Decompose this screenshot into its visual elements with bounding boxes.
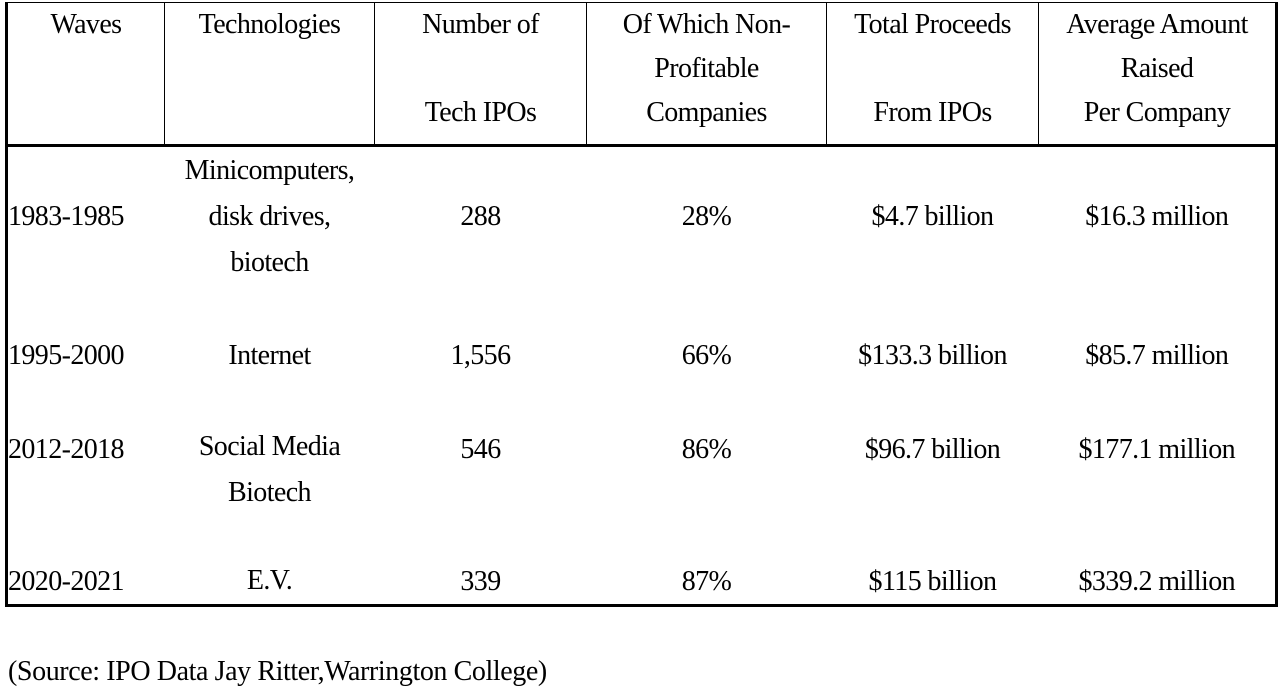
header-technologies-line-1: Technologies xyxy=(198,9,341,40)
header-technologies: Technologies xyxy=(164,2,375,146)
total-proceeds-cell: $115 billion xyxy=(826,515,1039,607)
total-proceeds-cell: $133.3 billion xyxy=(858,339,1007,371)
technologies-line: E.V. xyxy=(246,565,293,596)
header-proceeds-line-3: From IPOs xyxy=(873,97,992,128)
header-number-line-2 xyxy=(376,47,586,91)
technologies-cell: Social Media Biotech xyxy=(165,424,375,516)
header-number-line-1: Number of xyxy=(422,9,539,40)
wave-cell: 1995-2000 xyxy=(5,287,165,424)
header-waves-line-1: Waves xyxy=(50,9,123,40)
header-waves: Waves xyxy=(5,2,165,146)
technologies-line: Internet xyxy=(228,339,311,371)
total-proceeds-cell: $96.7 billion xyxy=(864,433,1001,465)
table-row: 2012-2018 Social Media Biotech 546 86% $… xyxy=(5,423,1278,516)
avg-raised-cell: $16.3 million xyxy=(1038,145,1278,288)
table-row: 2020-2021 E.V. 339 87% $115 billion $339… xyxy=(5,515,1278,607)
header-total-proceeds: Total Proceeds From IPOs xyxy=(826,2,1039,146)
num-ipos-cell: 339 xyxy=(374,515,587,607)
header-average-raised: Average Amount Raised Per Company xyxy=(1038,2,1278,146)
technologies-cell: E.V. xyxy=(164,515,375,607)
wave-cell: 1983-1985 xyxy=(5,145,165,288)
non-profitable-cell: 87% xyxy=(586,515,827,607)
num-ipos-cell: 546 xyxy=(460,433,501,465)
header-average-line-1: Average Amount xyxy=(1066,9,1248,40)
technologies-line: disk drives, xyxy=(208,201,332,233)
technologies-cell: Internet xyxy=(165,288,375,424)
header-proceeds-line-2 xyxy=(828,47,1038,91)
num-ipos-cell: 288 xyxy=(460,201,501,233)
avg-raised-cell: $177.1 million xyxy=(1038,423,1278,516)
non-profitable-cell: 28% xyxy=(681,201,732,233)
header-nonprofit-line-2: Profitable xyxy=(654,53,759,84)
non-profitable-cell: 86% xyxy=(681,433,732,465)
header-nonprofit-line-3: Companies xyxy=(646,97,767,128)
table-row: 1983-1985 Minicomputers, disk drives, bi… xyxy=(5,145,1278,288)
total-proceeds-cell: $4.7 billion xyxy=(871,201,995,233)
header-number-line-3: Tech IPOs xyxy=(424,97,537,128)
technologies-line: Social Media xyxy=(198,430,341,462)
wave-cell: 2020-2021 xyxy=(5,515,165,607)
header-row: Waves Technologies Number of Tech IPOs O… xyxy=(5,2,1278,146)
header-nonprofit-line-1: Of Which Non- xyxy=(622,9,791,40)
technologies-line: Minicomputers, xyxy=(184,155,355,187)
source-note: (Source: IPO Data Jay Ritter,Warrington … xyxy=(8,656,547,687)
non-profitable-cell: 66% xyxy=(681,339,732,371)
table-row: 1995-2000 Internet 1,556 66% $133.3 bill… xyxy=(5,287,1278,424)
num-ipos-cell: 1,556 xyxy=(450,339,511,371)
technologies-cell: Minicomputers, disk drives, biotech xyxy=(165,146,375,288)
header-non-profitable: Of Which Non- Profitable Companies xyxy=(586,2,827,146)
tech-ipo-waves-table: Waves Technologies Number of Tech IPOs O… xyxy=(5,2,1278,607)
header-proceeds-line-1: Total Proceeds xyxy=(854,9,1011,40)
header-average-line-2: Raised xyxy=(1120,53,1194,84)
avg-raised-cell: $339.2 million xyxy=(1038,515,1278,607)
technologies-line: Biotech xyxy=(228,476,311,508)
technologies-line: biotech xyxy=(230,247,309,279)
wave-cell: 2012-2018 xyxy=(5,423,165,516)
header-number-of-tech-ipos: Number of Tech IPOs xyxy=(374,2,587,146)
header-average-line-3: Per Company xyxy=(1083,97,1231,128)
avg-raised-cell: $85.7 million xyxy=(1038,287,1278,424)
